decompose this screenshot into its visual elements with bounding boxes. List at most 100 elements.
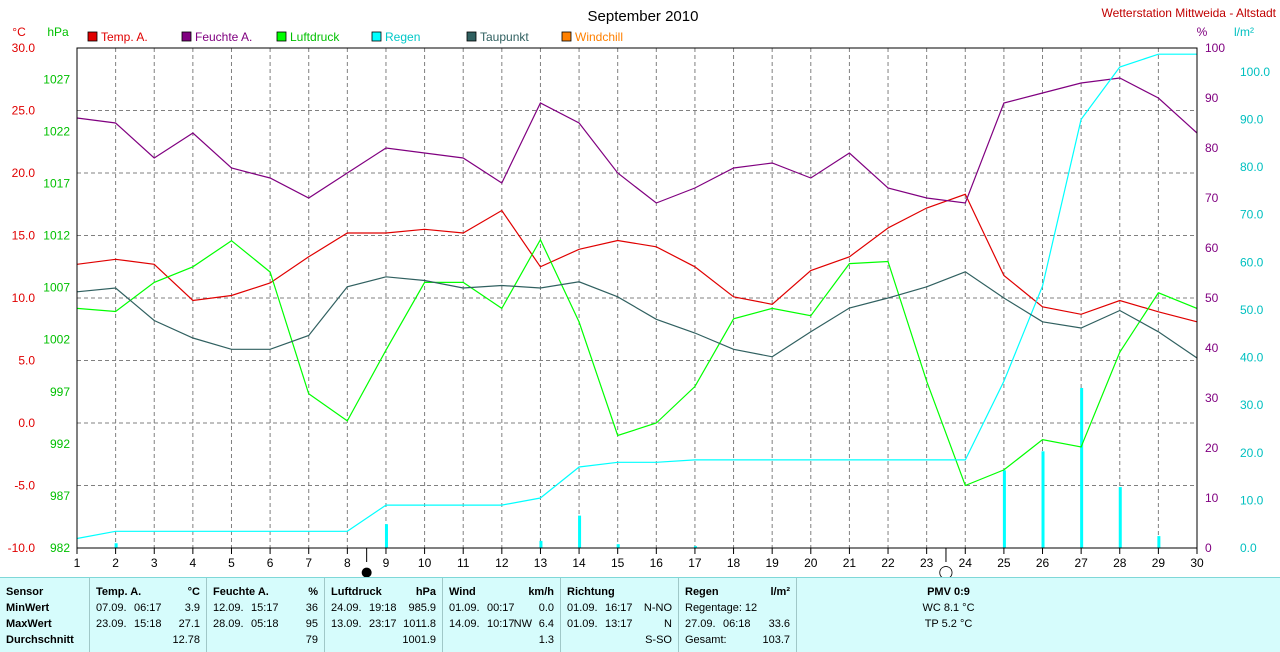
x-tick-label: 3: [151, 556, 158, 570]
x-tick-label: 17: [688, 556, 702, 570]
dir-min-date: 01.09.: [567, 602, 598, 614]
temp-avg: 12.78: [172, 634, 200, 646]
x-tick-label: 15: [611, 556, 625, 570]
temp-tick-label: 5.0: [18, 354, 35, 368]
weather-chart: 1 2 3 4 5 6 7 8 9 10 11 12 13 14 15 16 17 18 19 20 21 22 23 24 2…: [8, 6, 1277, 577]
station-name: Wetterstation Mittweida - Altstadt: [1101, 6, 1276, 20]
rain-bar-day-25: [1002, 470, 1006, 548]
press-min-time: 19:18: [369, 602, 397, 614]
temp-tick-label: 30.0: [12, 41, 36, 55]
pressure-tick-label: 997: [50, 385, 70, 399]
rain-bar-day-2: [114, 543, 118, 548]
rain-bar-day-9: [384, 524, 388, 548]
humidity-tick-label: 40: [1205, 341, 1219, 355]
temp-tick-label: 20.0: [12, 166, 36, 180]
legend-swatch-5: [561, 31, 572, 42]
x-tick-label: 16: [650, 556, 664, 570]
temp-max-val: 27.1: [178, 618, 200, 630]
legend-label-0: Temp. A.: [101, 30, 148, 44]
temp-min-time: 06:17: [134, 602, 162, 614]
x-tick-label: 21: [843, 556, 857, 570]
x-tick-label: 1: [74, 556, 81, 570]
hum-unit: %: [308, 586, 318, 598]
dir-max-date: 01.09.: [567, 618, 598, 630]
x-tick-label: 14: [572, 556, 586, 570]
x-tick-label: 28: [1113, 556, 1127, 570]
x-tick-label: 13: [534, 556, 548, 570]
sensor-avg-label: Durchschnitt: [6, 634, 74, 646]
x-tick-label: 12: [495, 556, 509, 570]
wind-header: Wind: [449, 586, 476, 598]
press-header: Luftdruck: [331, 586, 382, 598]
hum-max-val: 95: [305, 618, 318, 630]
temp-unit: °C: [187, 586, 200, 598]
x-tick-label: 25: [997, 556, 1011, 570]
rain-bar-day-13: [539, 540, 543, 548]
dir-avg: S-SO: [645, 634, 672, 646]
stats-col-humidity: Feuchte A.% 12.09. 15:17 36 28.09. 05:18 95 …: [206, 578, 324, 652]
dir-max-val: N: [664, 618, 672, 630]
rain-tick-label: 80.0: [1240, 160, 1264, 174]
x-tick-label: 27: [1074, 556, 1088, 570]
x-tick-label: 11: [457, 556, 470, 570]
wind-unit: km/h: [528, 586, 554, 598]
x-tick-label: 29: [1152, 556, 1166, 570]
series-line-temp-a-: [76, 193, 1198, 323]
rain-bar-day-17: [693, 546, 697, 548]
stats-col-direction: Richtung 01.09. 16:17 N-NO 01.09. 13:17 N S-…: [560, 578, 678, 652]
wind-min-time: 00:17: [487, 602, 515, 614]
rain-bar-day-15: [616, 544, 620, 548]
temp-min-val: 3.9: [184, 602, 200, 614]
hum-avg: 79: [305, 634, 318, 646]
hum-max-time: 05:18: [251, 618, 279, 630]
moon-phase-icon: ●: [361, 565, 372, 577]
pressure-tick-label: 1007: [43, 281, 70, 295]
pressure-tick-label: 987: [50, 489, 70, 503]
stats-col-pmv: PMV 0:9 WC 8.1 °C TP 5.2 °C: [796, 578, 1280, 652]
humidity-tick-label: 100: [1205, 41, 1225, 55]
hum-min-date: 12.09.: [213, 602, 244, 614]
rain-bar-day-26: [1041, 451, 1045, 548]
sensor-header: Sensor: [6, 586, 44, 598]
rain-total-label: Gesamt:: [685, 634, 727, 646]
sensor-min-label: MinWert: [6, 602, 50, 614]
dir-min-val: N-NO: [643, 602, 672, 614]
legend-swatch-4: [466, 31, 477, 42]
humidity-tick-label: 0: [1205, 541, 1212, 555]
pressure-tick-label: 1022: [43, 124, 70, 138]
x-tick-label: 30: [1190, 556, 1204, 570]
rain-tick-label: 10.0: [1240, 493, 1264, 507]
temp-tick-label: -10.0: [8, 541, 36, 555]
stats-col-temp: Temp. A. °C 07.09. 06:17 3.9 23.09. 15:18 27.…: [89, 578, 206, 652]
x-tick-label: 4: [190, 556, 197, 570]
humidity-tick-label: 20: [1205, 441, 1219, 455]
moon-phase-icon: ◯: [939, 565, 954, 577]
x-tick-label: 9: [383, 556, 390, 570]
rain-max-time: 06:18: [723, 618, 751, 630]
x-tick-label: 20: [804, 556, 818, 570]
x-tick-label: 22: [881, 556, 895, 570]
temp-header: Temp. A.: [96, 586, 142, 598]
temp-tick-label: 25.0: [12, 104, 36, 118]
pmv-tp: TP 5.2 °C: [924, 618, 973, 630]
series-line-regen: [76, 53, 1197, 540]
temp-tick-label: 15.0: [12, 229, 36, 243]
series-lines: [76, 53, 1198, 540]
stats-panel: Sensor MinWert MaxWert Durchschnitt Temp…: [0, 577, 1280, 652]
wind-max-date: 14.09.: [449, 618, 480, 630]
rain-bar-day-27: [1080, 388, 1084, 548]
pressure-unit-label: hPa: [47, 25, 69, 39]
sensor-max-label: MaxWert: [6, 618, 52, 630]
dir-header: Richtung: [567, 586, 615, 598]
rain-days: Regentage: 12: [685, 602, 758, 614]
humidity-unit-label: %: [1197, 25, 1208, 39]
hum-max-date: 28.09.: [213, 618, 244, 630]
wind-min-date: 01.09.: [449, 602, 480, 614]
legend-swatch-3: [371, 31, 382, 42]
press-max-time: 23:17: [369, 618, 397, 630]
x-tick-label: 6: [267, 556, 274, 570]
temp-tick-label: 0.0: [18, 416, 35, 430]
wind-max-time: 10:17: [487, 618, 515, 630]
x-tick-label: 7: [305, 556, 312, 570]
rain-header: Regen: [685, 586, 719, 598]
